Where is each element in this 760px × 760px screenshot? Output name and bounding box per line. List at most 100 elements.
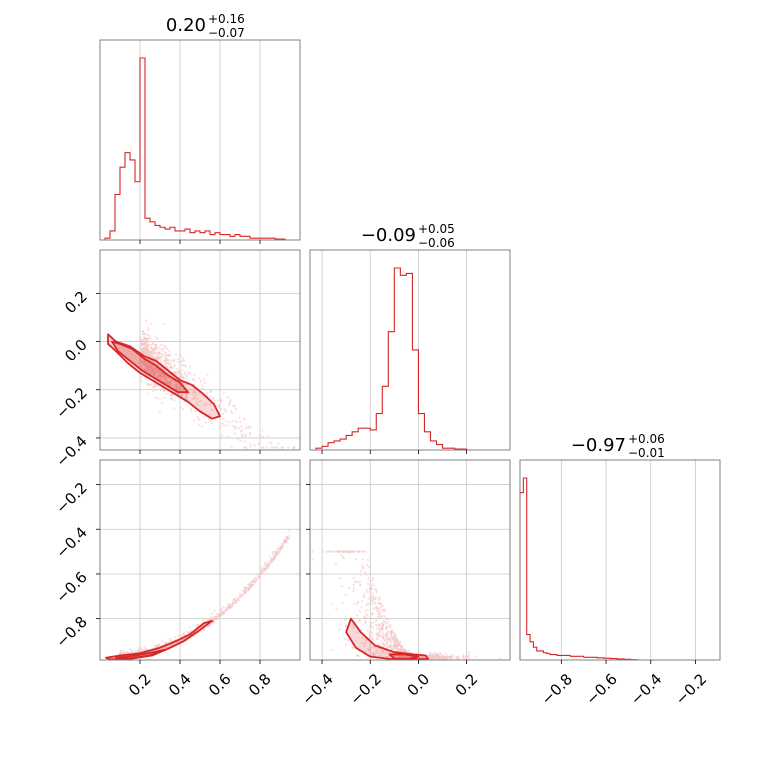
sample-point <box>385 635 388 639</box>
sample-point <box>194 390 197 394</box>
sample-point <box>157 397 160 400</box>
sample-point <box>172 384 176 387</box>
sample-point <box>153 384 156 387</box>
sample-point <box>458 657 461 660</box>
sample-point <box>268 555 271 558</box>
sample-point <box>155 351 158 355</box>
sample-point <box>253 443 256 447</box>
sample-point <box>173 358 176 362</box>
sample-point <box>380 615 384 618</box>
sample-point <box>146 367 149 371</box>
sample-point <box>431 657 435 660</box>
sample-point <box>270 442 273 445</box>
sample-point <box>351 623 355 626</box>
sample-point <box>368 616 371 619</box>
sample-point <box>288 529 291 533</box>
sample-point <box>201 384 204 387</box>
sample-point <box>170 379 173 383</box>
sample-point <box>363 619 366 622</box>
sample-point <box>246 590 249 593</box>
sample-point <box>162 373 166 376</box>
sample-point <box>152 343 155 346</box>
sample-point <box>365 616 368 619</box>
sample-point <box>388 617 391 620</box>
sample-point <box>375 609 378 613</box>
sample-point <box>287 446 290 449</box>
sample-point <box>271 550 275 553</box>
sample-point <box>180 364 183 367</box>
sample-point <box>176 385 180 388</box>
sample-point <box>177 361 180 364</box>
sample-point <box>234 420 237 423</box>
sample-point <box>160 388 163 392</box>
sample-point <box>154 388 158 392</box>
x-tick-label: 0.2 <box>125 670 155 700</box>
sample-point <box>361 564 364 567</box>
panel-content <box>105 529 291 660</box>
sample-point <box>139 342 142 345</box>
sample-point <box>234 408 238 411</box>
sample-point <box>249 445 252 448</box>
sample-point <box>144 332 147 336</box>
sample-point <box>162 323 165 326</box>
sample-point <box>185 375 188 378</box>
sample-point <box>246 424 250 428</box>
sample-point <box>188 365 192 368</box>
sample-point <box>344 625 347 628</box>
sample-point <box>241 589 244 592</box>
sample-point <box>364 550 367 553</box>
sample-point <box>356 654 359 658</box>
sample-point <box>156 337 159 340</box>
sample-point <box>272 557 275 561</box>
sample-point <box>217 405 220 409</box>
sample-point <box>184 397 188 400</box>
sample-point <box>213 615 216 619</box>
sample-point <box>386 621 389 624</box>
sample-point <box>369 579 372 583</box>
sample-point <box>169 363 173 366</box>
sample-point <box>373 601 376 604</box>
sample-point <box>380 627 383 630</box>
sample-point <box>347 586 351 590</box>
sample-point <box>196 403 199 407</box>
sample-point <box>336 550 340 553</box>
sample-point <box>381 633 384 636</box>
sample-point <box>249 580 252 584</box>
sample-point <box>149 350 152 353</box>
sample-point <box>286 537 289 540</box>
sample-point <box>358 581 362 584</box>
sample-point <box>166 362 169 365</box>
sample-point <box>156 645 159 648</box>
sample-point <box>154 645 157 648</box>
sample-point <box>238 416 241 419</box>
sample-point <box>227 404 230 407</box>
sample-point <box>392 644 395 647</box>
sample-point <box>159 348 163 351</box>
sample-point <box>176 634 179 637</box>
sample-point <box>381 643 384 646</box>
y-tick-label: 0.2 <box>61 287 91 317</box>
sample-point <box>168 637 172 640</box>
sample-point <box>160 355 163 359</box>
sample-point <box>178 370 181 374</box>
sample-point <box>437 653 440 657</box>
sample-point <box>381 623 384 626</box>
sample-point <box>230 446 233 449</box>
sample-point <box>465 655 469 658</box>
sample-point <box>268 441 272 444</box>
sample-point <box>356 550 360 553</box>
sample-point <box>163 396 166 399</box>
sample-point <box>380 654 383 658</box>
sample-point <box>219 426 222 429</box>
sample-point <box>199 400 202 403</box>
sample-point <box>266 560 269 563</box>
sample-point <box>225 609 228 612</box>
panel-content <box>311 550 502 660</box>
sample-point <box>174 399 177 402</box>
sample-point <box>154 396 157 399</box>
sample-point <box>263 569 266 573</box>
sample-point <box>205 618 208 621</box>
title-lower-error: −0.07 <box>208 26 245 40</box>
sample-point <box>380 605 383 608</box>
histogram-param-0 <box>100 57 300 241</box>
